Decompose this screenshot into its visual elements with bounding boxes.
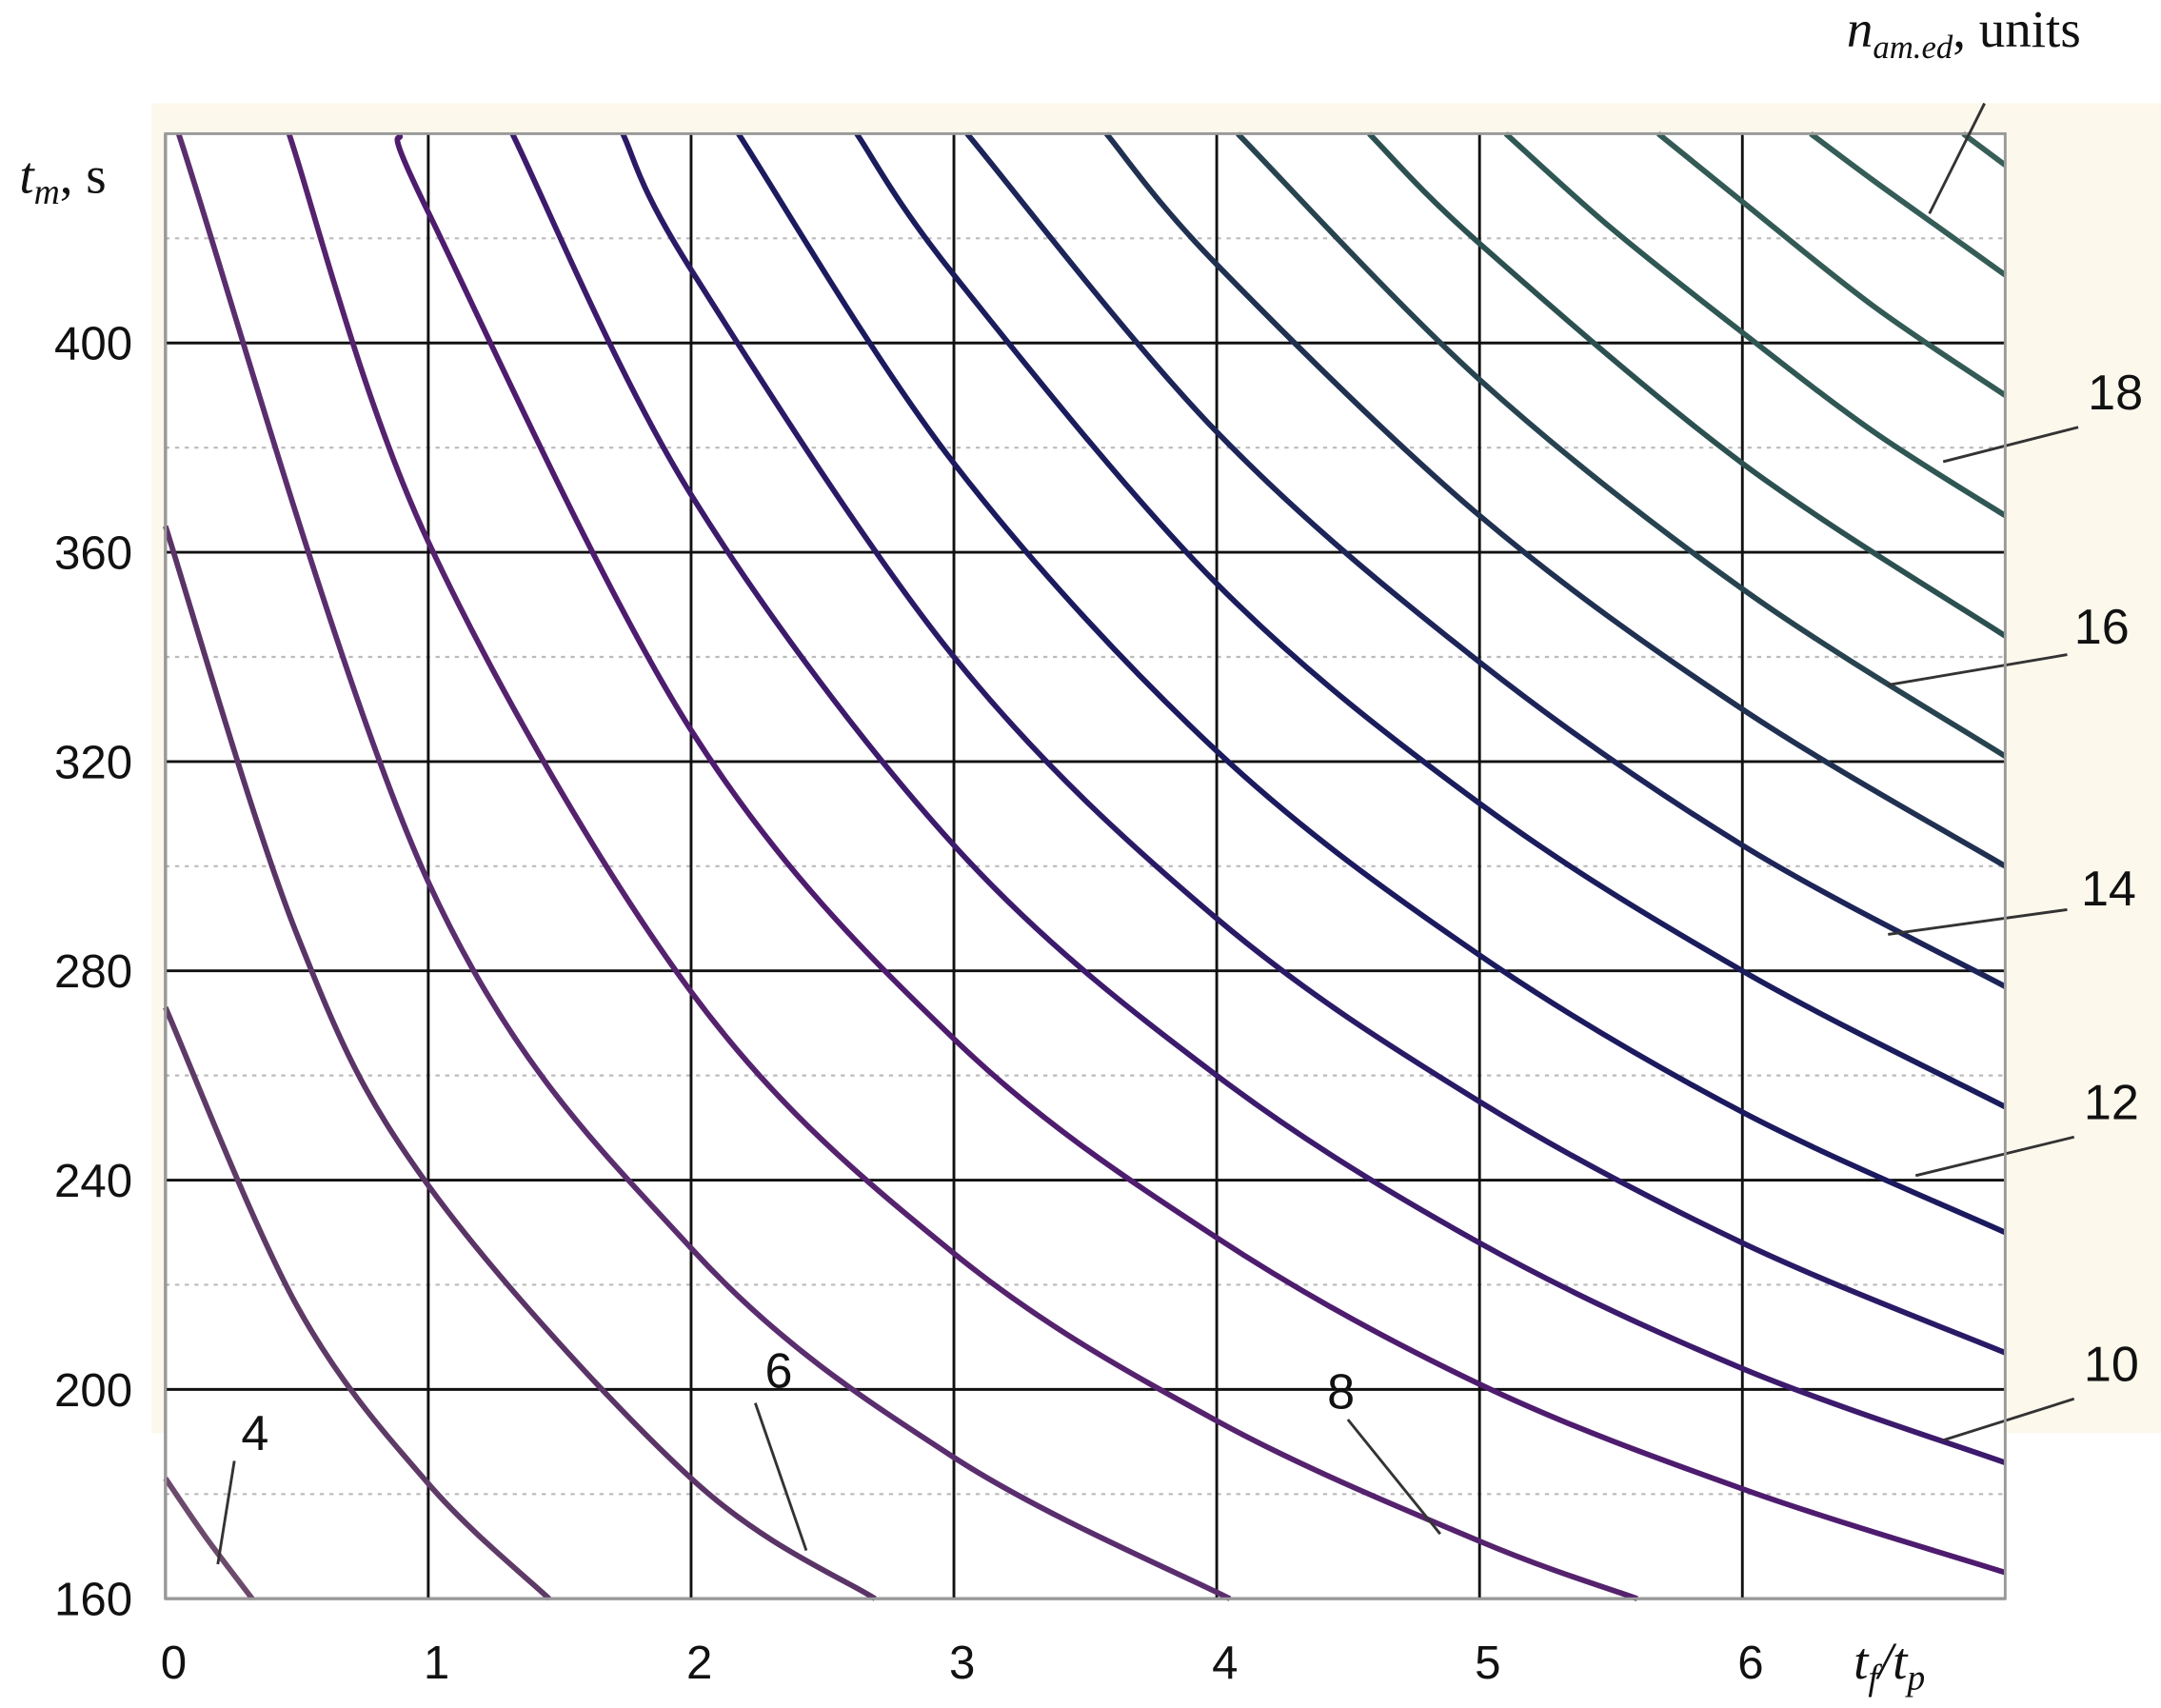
x-tick-label: 1 <box>424 1637 449 1689</box>
curve <box>1367 131 2007 639</box>
curve <box>1656 131 2007 398</box>
x-tick-label: 0 <box>161 1637 187 1689</box>
curve-label: 14 <box>2081 862 2136 917</box>
x-axis-label: tf/tp <box>1854 1632 1925 1698</box>
x-tick-label: 5 <box>1475 1637 1500 1689</box>
curves <box>163 131 2008 1601</box>
x-label-b-sub: p <box>1904 1658 1925 1698</box>
curve-label-leader <box>1942 1397 2075 1442</box>
curve-label: 8 <box>1327 1364 1355 1420</box>
curve <box>1103 131 2007 869</box>
y-tick-label: 160 <box>54 1574 132 1626</box>
curve <box>394 132 2007 1576</box>
curve <box>175 132 1232 1601</box>
curve-label-leader <box>1888 907 2068 936</box>
curve-label: 10 <box>2084 1337 2139 1392</box>
x-label-a: t <box>1854 1632 1870 1690</box>
curve-label-leader <box>1914 1135 2075 1178</box>
curve-label: 6 <box>765 1344 793 1400</box>
curve-label: 18 <box>2088 366 2143 421</box>
curve <box>1961 131 2008 168</box>
x-label-b: /t <box>1875 1632 1909 1690</box>
y-tick-label: 400 <box>54 318 132 370</box>
curve-label: 4 <box>241 1406 268 1461</box>
x-tick-label: 2 <box>686 1637 712 1689</box>
curve <box>286 132 1638 1601</box>
y-label-sub: m <box>34 172 60 212</box>
curve-label-leader <box>754 1402 808 1552</box>
curve <box>1809 131 2008 278</box>
curve <box>163 1006 551 1601</box>
curve <box>736 131 2007 1236</box>
curve <box>620 132 2007 1356</box>
curve <box>854 131 2007 1110</box>
curve <box>1236 131 2007 759</box>
plot-frame <box>164 131 2007 1600</box>
series-label-sub: am.ed <box>1873 29 1953 66</box>
y-tick-label: 200 <box>54 1364 132 1417</box>
curve-label-leader <box>1942 426 2079 464</box>
grid <box>164 133 2006 1600</box>
curve <box>163 525 877 1601</box>
curve-label-leader <box>1888 653 2068 686</box>
y-tick-label: 280 <box>54 945 132 998</box>
series-label-leader <box>1928 102 1986 215</box>
curve <box>1503 131 2007 519</box>
curve-label-leader <box>216 1460 236 1565</box>
y-axis-label: tm, s <box>19 147 106 213</box>
series-label-unit: , units <box>1953 0 2080 58</box>
y-tick-label: 360 <box>54 526 132 579</box>
curve-label: 16 <box>2074 600 2130 655</box>
curve <box>964 131 2007 989</box>
series-label-main: n <box>1847 0 1874 58</box>
series-label: nam.ed, units <box>1847 0 2081 66</box>
curve-label: 12 <box>2084 1075 2139 1130</box>
curve <box>509 132 2007 1466</box>
y-label-main: t <box>19 147 35 205</box>
curve <box>163 1477 255 1600</box>
y-tick-label: 240 <box>54 1155 132 1207</box>
x-tick-label: 3 <box>949 1637 975 1689</box>
y-label-unit: , s <box>60 147 107 205</box>
curve-label-leader <box>1346 1419 1441 1536</box>
x-tick-label: 6 <box>1737 1637 1763 1689</box>
y-tick-label: 320 <box>54 736 132 788</box>
x-tick-label: 4 <box>1212 1637 1238 1689</box>
